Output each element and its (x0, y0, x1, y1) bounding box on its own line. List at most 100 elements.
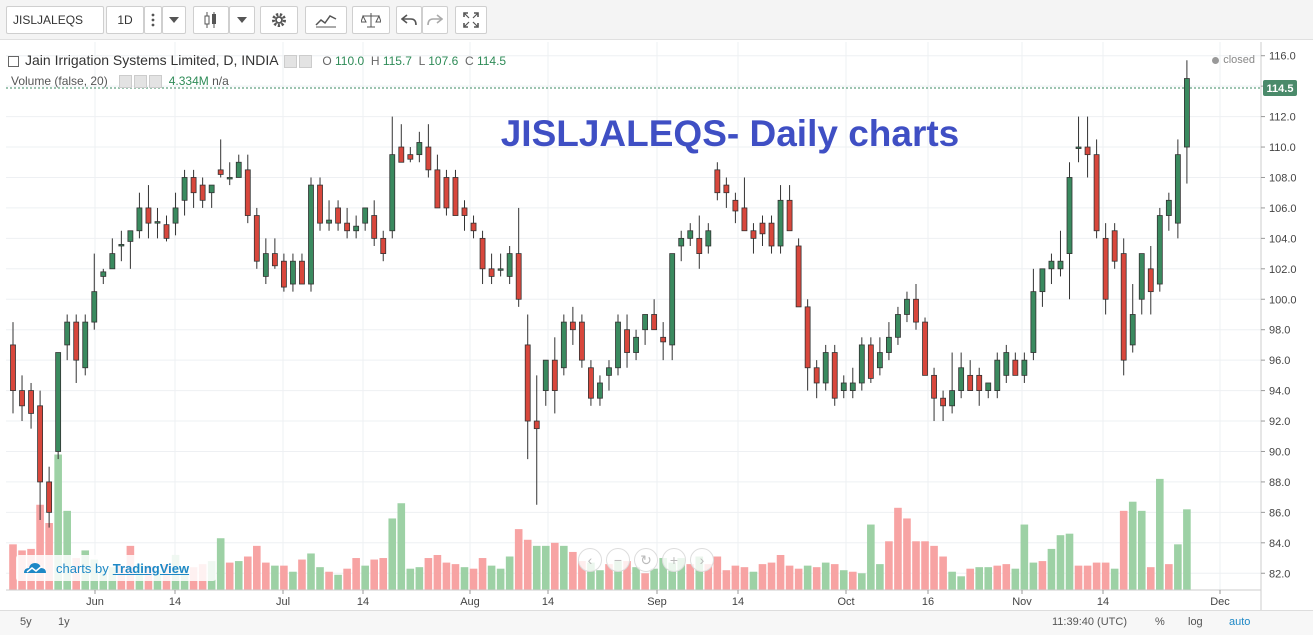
gear-icon[interactable] (260, 6, 298, 34)
candle (560, 314, 567, 376)
market-status: closed (1212, 54, 1255, 66)
candle-body (1102, 237, 1109, 300)
range-5y-button[interactable]: 5y (20, 616, 32, 628)
fullscreen-icon[interactable] (455, 6, 487, 34)
candle-body (687, 230, 694, 239)
y-tick-label: 112.0 (1269, 112, 1296, 124)
candle (931, 367, 937, 422)
indicators-icon[interactable] (305, 6, 347, 34)
zoom-in-icon[interactable]: + (662, 548, 686, 572)
volume-bar (406, 568, 415, 590)
candle (290, 253, 296, 292)
settings-icon[interactable] (134, 75, 148, 89)
volume-bar (740, 567, 749, 590)
candle-body (741, 207, 748, 232)
volume-bar (930, 545, 938, 590)
candle (1174, 139, 1181, 239)
zoom-out-icon[interactable]: − (606, 548, 630, 572)
eye-icon[interactable] (283, 54, 297, 68)
candle-body (136, 207, 143, 232)
volume-bar (695, 556, 704, 590)
volume-bar (551, 542, 559, 590)
eye-icon[interactable] (119, 75, 133, 89)
compare-icon[interactable] (352, 6, 390, 34)
candle-body (895, 314, 901, 338)
candle-body (994, 359, 1001, 391)
last-price-badge (1263, 80, 1297, 96)
volume-bar (803, 565, 812, 590)
volume-bar (758, 564, 767, 590)
volume-bar (433, 554, 442, 590)
candle (705, 223, 712, 254)
y-tick-label: 82.0 (1269, 568, 1290, 580)
candle (262, 238, 269, 285)
candle-body (524, 344, 531, 422)
candle (642, 314, 648, 345)
undo-icon[interactable] (396, 6, 422, 34)
candle (1075, 116, 1082, 163)
candle-body (82, 321, 89, 369)
candle-body (19, 390, 25, 407)
candle-body (922, 321, 928, 376)
candle-body (633, 336, 639, 353)
volume-bar (361, 565, 369, 590)
volume-bar (460, 567, 469, 590)
candle (217, 139, 224, 178)
log-toggle[interactable]: log (1188, 616, 1203, 628)
candle-body (497, 268, 504, 271)
tradingview-watermark[interactable]: charts by TradingView (16, 555, 216, 581)
candle-body (967, 374, 974, 391)
settings-icon[interactable] (298, 54, 312, 68)
candle (551, 337, 558, 414)
candle (660, 322, 667, 361)
volume-bar (1165, 564, 1173, 590)
redo-icon[interactable] (422, 6, 448, 34)
candle-body (262, 253, 269, 277)
close-label: C (464, 54, 474, 68)
candle-body (326, 219, 332, 224)
candle (208, 184, 215, 208)
y-tick-label: 86.0 (1269, 507, 1290, 519)
range-1y-button[interactable]: 1y (58, 616, 70, 628)
volume-bar (1074, 565, 1083, 590)
candle-body (578, 321, 585, 361)
watermark-brand: TradingView (112, 560, 190, 576)
chevron-down-icon[interactable] (162, 6, 186, 34)
volume-bar (442, 562, 451, 590)
time-axis[interactable]: Jun 14 Jul 14 Aug 14 Sep 14 Oct 16 Nov 14 Dec (86, 590, 1230, 608)
candle (624, 314, 630, 368)
candle-body (678, 237, 685, 247)
candle (434, 154, 441, 209)
chevron-down-icon[interactable] (229, 6, 255, 34)
clock-time: 11:39:40 (UTC) (1052, 616, 1127, 628)
candle (19, 375, 25, 422)
volume-bar (858, 573, 866, 590)
volume-label: Volume (false, 20) (11, 74, 108, 88)
interval-button[interactable]: 1D (106, 6, 144, 34)
more-icon[interactable] (144, 6, 162, 34)
candle-body (181, 177, 188, 201)
candle-body (317, 184, 323, 224)
scroll-left-icon[interactable]: ‹ (578, 548, 602, 572)
candle-body (606, 367, 612, 376)
candles-icon[interactable] (193, 6, 229, 34)
collapse-icon[interactable] (8, 55, 19, 67)
volume-bar (1065, 533, 1074, 590)
price-axis[interactable]: 82.0 84.0 86.0 88.0 90.0 92.0 94.0 96.0 98.0 100.… (1261, 51, 1297, 581)
candle (1048, 253, 1055, 285)
scroll-right-icon[interactable]: › (690, 548, 714, 572)
reset-icon[interactable]: ↻ (634, 548, 658, 572)
close-icon[interactable] (149, 75, 163, 89)
candle (714, 162, 721, 201)
x-tick-label: 14 (357, 596, 369, 608)
candle (849, 367, 856, 399)
volume-bar (496, 568, 505, 590)
candle-body (1057, 260, 1064, 270)
volume-bar (9, 544, 17, 590)
percent-toggle[interactable]: % (1155, 616, 1165, 628)
candle-body (759, 222, 766, 235)
symbol-input[interactable]: JISLJALEQS (6, 6, 104, 34)
auto-toggle[interactable]: auto (1229, 616, 1251, 628)
candle (371, 200, 378, 246)
